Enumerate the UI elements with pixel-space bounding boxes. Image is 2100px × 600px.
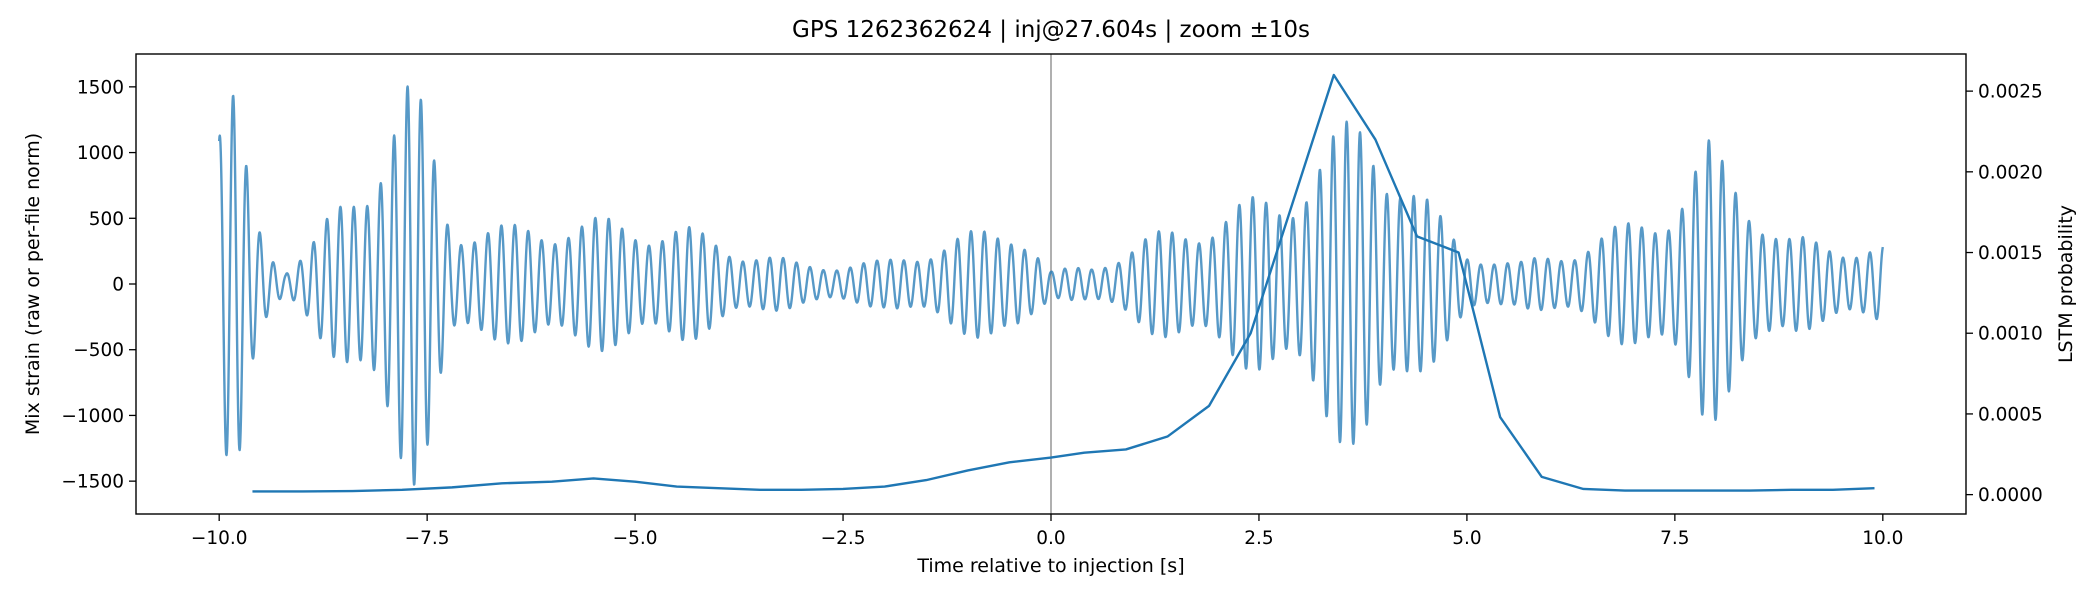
lstm-probability-line xyxy=(252,73,1875,493)
chart-title: GPS 1262362624 | inj@27.604s | zoom ±10s xyxy=(792,17,1310,43)
x-tick-label: 2.5 xyxy=(1244,528,1273,549)
y-right-tick-label: 0.0000 xyxy=(1978,485,2043,506)
x-tick-label: 5.0 xyxy=(1452,528,1481,549)
y-axis-left-title: Mix strain (raw or per-file norm) xyxy=(22,133,44,435)
y-left-tick-label: 500 xyxy=(89,209,124,230)
strain-series-line xyxy=(217,85,1885,486)
x-tick-label: −10.0 xyxy=(191,528,248,549)
y-left-tick-label: −1500 xyxy=(61,472,124,493)
y-axis-right: 0.0000 0.0005 0.0010 0.0015 0.0020 0.0025 xyxy=(1966,82,2043,506)
y-left-tick-label: 1500 xyxy=(77,77,124,98)
y-axis-left: −1500 −1000 −500 0 500 1000 1500 xyxy=(61,77,136,493)
x-tick-label: −5.0 xyxy=(613,528,658,549)
y-right-tick-label: 0.0020 xyxy=(1978,162,2043,183)
y-right-tick-label: 0.0025 xyxy=(1978,82,2043,103)
x-axis-title: Time relative to injection [s] xyxy=(916,555,1184,577)
y-right-tick-label: 0.0015 xyxy=(1978,243,2043,264)
x-tick-label: 7.5 xyxy=(1660,528,1689,549)
y-left-tick-label: 0 xyxy=(112,275,124,296)
x-axis: −10.0 −7.5 −5.0 −2.5 0.0 2.5 5.0 7.5 10.0 xyxy=(191,514,1903,549)
y-left-tick-label: 1000 xyxy=(77,143,124,164)
y-left-tick-label: −500 xyxy=(73,340,124,361)
plot-area xyxy=(217,54,1885,514)
x-tick-label: −7.5 xyxy=(405,528,450,549)
y-axis-right-title: LSTM probability xyxy=(2055,205,2077,363)
y-right-tick-label: 0.0010 xyxy=(1978,324,2043,345)
x-tick-label: −2.5 xyxy=(821,528,866,549)
x-tick-label: 10.0 xyxy=(1862,528,1903,549)
y-right-tick-label: 0.0005 xyxy=(1978,404,2043,425)
y-left-tick-label: −1000 xyxy=(61,406,124,427)
x-tick-label: 0.0 xyxy=(1036,528,1065,549)
